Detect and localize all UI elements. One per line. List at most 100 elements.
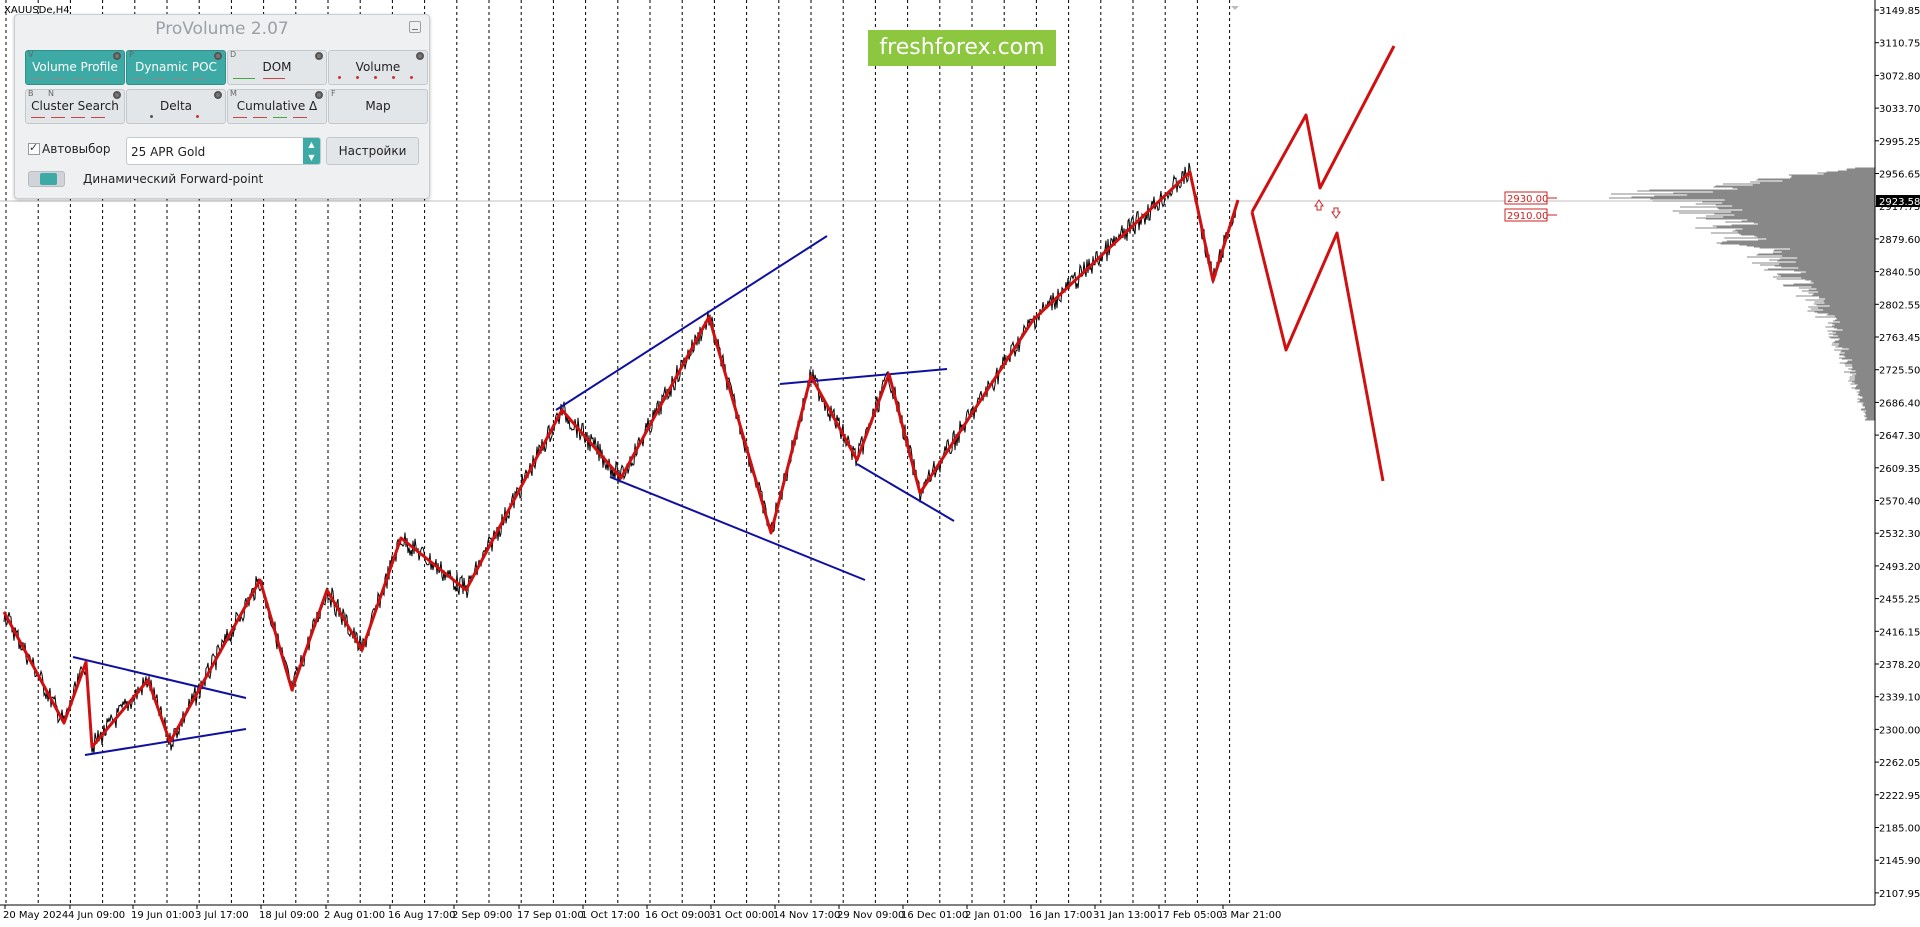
level-label: 2930.00 — [1507, 194, 1548, 205]
time-tick-label: 31 Oct 00:00 — [709, 910, 774, 921]
price-tick-label: 3033.70 — [1879, 104, 1920, 115]
price-tick-label: 2917.75 — [1879, 202, 1920, 213]
price-tick-label: 2647.30 — [1879, 431, 1920, 442]
time-tick-label: 18 Jul 09:00 — [259, 910, 319, 921]
time-tick-label: 16 Oct 09:00 — [645, 910, 710, 921]
price-series — [3, 162, 1238, 754]
volume-profile — [1608, 167, 1875, 421]
gear-icon[interactable] — [113, 52, 121, 60]
button-label: Cluster Search — [31, 99, 119, 113]
button-label: Delta — [159, 99, 192, 113]
button-label: DOM — [262, 60, 292, 74]
auto-select-checkbox[interactable] — [28, 141, 40, 155]
price-tick-label: 2840.50 — [1879, 268, 1920, 279]
bullish-forecast-line — [1250, 45, 1396, 213]
button-label: Map — [365, 99, 391, 113]
time-tick-label: 16 Aug 17:00 — [388, 910, 455, 921]
gear-icon[interactable] — [214, 52, 222, 60]
instrument-value: 25 APR Gold — [131, 145, 206, 159]
time-tick-label: 4 Jun 09:00 — [68, 910, 125, 921]
hotkey-label: D — [230, 50, 237, 59]
instrument-select[interactable]: 25 APR Gold ▲ ▼ — [126, 137, 321, 165]
price-tick-label: 2378.20 — [1879, 660, 1920, 671]
time-tick-label: 1 Oct 17:00 — [581, 910, 640, 921]
hotkey-label: N — [48, 89, 54, 98]
hotkey-label: B — [28, 89, 34, 98]
minimize-icon[interactable] — [409, 21, 421, 33]
cumulative-delta-button[interactable]: M Cumulative Δ — [227, 89, 327, 124]
zigzag-lines — [2, 45, 1396, 749]
volume-profile-button[interactable]: V Volume Profile — [25, 50, 125, 85]
gear-icon[interactable] — [416, 52, 424, 60]
time-tick-label: 3 Mar 21:00 — [1221, 910, 1281, 921]
price-tick-label: 2532.30 — [1879, 529, 1920, 540]
level-label: 2910.00 — [1507, 211, 1548, 222]
hotkey-label: P — [129, 50, 134, 59]
price-tick-label: 3110.75 — [1879, 39, 1920, 50]
price-tick-label: 2262.05 — [1879, 758, 1920, 769]
price-tick-label: 2956.65 — [1879, 170, 1920, 181]
price-tick-label: 2300.00 — [1879, 725, 1920, 736]
up-arrow-icon — [1314, 199, 1324, 211]
time-tick-label: 29 Nov 09:00 — [837, 910, 904, 921]
chart-shift-marker[interactable] — [1231, 6, 1239, 10]
map-button[interactable]: F Map — [328, 89, 428, 124]
pattern-line — [609, 476, 866, 581]
settings-button[interactable]: Настройки — [326, 137, 419, 165]
cluster-search-button[interactable]: B N Cluster Search — [25, 89, 125, 124]
hotkey-label: F — [331, 89, 336, 98]
price-tick-label: 2763.45 — [1879, 333, 1920, 344]
gear-icon[interactable] — [214, 91, 222, 99]
price-tick-label: 2222.95 — [1879, 791, 1920, 802]
button-label: Dynamic POC — [135, 60, 217, 74]
pattern-lines — [72, 235, 955, 756]
panel-title: ProVolume 2.07 — [155, 19, 289, 39]
current-price-label: 2923.58 — [1879, 197, 1920, 208]
price-tick-label: 2416.15 — [1879, 627, 1920, 638]
button-label: Volume — [355, 60, 401, 74]
dom-button[interactable]: D DOM — [227, 50, 327, 85]
price-tick-label: 2802.55 — [1879, 300, 1920, 311]
price-tick-label: 2609.35 — [1879, 464, 1920, 475]
spinner-arrows-icon[interactable]: ▲ ▼ — [303, 138, 320, 164]
price-tick-label: 3149.85 — [1879, 6, 1920, 17]
freshforex-logo: freshforex.com — [868, 30, 1056, 66]
time-tick-label: 2 Jan 01:00 — [965, 910, 1022, 921]
price-tick-label: 2725.50 — [1879, 366, 1920, 377]
price-tick-label: 2455.25 — [1879, 595, 1920, 606]
price-tick-label: 2339.10 — [1879, 693, 1920, 704]
time-tick-label: 2 Sep 09:00 — [452, 910, 512, 921]
gear-icon[interactable] — [113, 91, 121, 99]
time-tick-label: 14 Nov 17:00 — [773, 910, 840, 921]
price-tick-label: 2570.40 — [1879, 497, 1920, 508]
gear-icon[interactable] — [315, 52, 323, 60]
price-tick-label: 2686.40 — [1879, 398, 1920, 409]
price-tick-label: 2879.60 — [1879, 235, 1920, 246]
time-tick-label: 19 Jun 01:00 — [131, 910, 195, 921]
forward-point-toggle[interactable] — [28, 171, 65, 187]
price-tick-label: 3072.80 — [1879, 71, 1920, 82]
pattern-line — [856, 463, 955, 522]
price-tick-label: 2107.95 — [1879, 889, 1920, 900]
button-label: Volume Profile — [32, 60, 118, 74]
symbol-label: XAUUSDe,H4 — [4, 5, 70, 16]
level-markers: 2930.00 2910.00 — [1231, 6, 1557, 222]
forward-point-label: Динамический Forward-point — [83, 172, 264, 186]
pattern-line — [84, 728, 247, 756]
current-price-box — [1876, 195, 1920, 207]
time-tick-label: 16 Jan 17:00 — [1029, 910, 1092, 921]
delta-button[interactable]: Delta — [126, 89, 226, 124]
gear-icon[interactable] — [315, 91, 323, 99]
button-label: Cumulative Δ — [236, 99, 318, 113]
bearish-forecast-line — [1250, 211, 1385, 482]
volume-button[interactable]: Volume — [328, 50, 428, 85]
provolume-panel: ProVolume 2.07 V Volume Profile P Dynami… — [14, 14, 430, 199]
dynamic-poc-button[interactable]: P Dynamic POC — [126, 50, 226, 85]
hotkey-label: M — [230, 89, 237, 98]
pattern-line — [779, 368, 948, 385]
time-tick-label: 17 Feb 05:00 — [1157, 910, 1223, 921]
price-path — [3, 162, 1238, 754]
time-tick-label: 3 Jul 17:00 — [195, 910, 249, 921]
